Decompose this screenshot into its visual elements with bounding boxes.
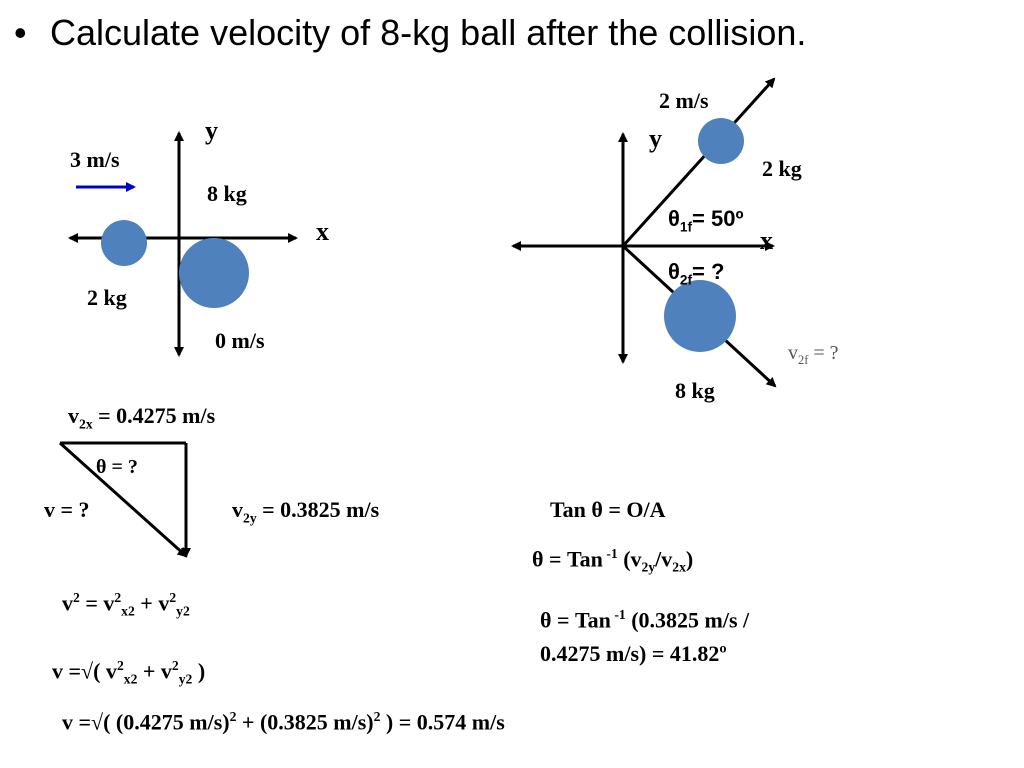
theta2f-label: θ2f= ? bbox=[668, 259, 725, 288]
pythagoras-equation: v2 = v2x2 + v2y2 bbox=[62, 590, 190, 619]
after-y-label: y bbox=[649, 124, 662, 153]
result-equation: v =√( (0.4275 m/s)2 + (0.3825 m/s)2 ) = … bbox=[62, 709, 505, 735]
v2x-label: v2x = 0.4275 m/s bbox=[68, 403, 216, 432]
title-text: Calculate velocity of 8-kg ball after th… bbox=[50, 12, 807, 53]
triangle-hypotenuse bbox=[58, 441, 188, 558]
after-ball-2kg bbox=[698, 118, 744, 164]
sqrt-equation: v =√( v2x2 + v2y2 ) bbox=[52, 658, 206, 687]
before-8kg-label: 8 kg bbox=[207, 181, 247, 206]
initial-velocity-label: 3 m/s bbox=[70, 147, 120, 172]
bullet-point: • bbox=[14, 12, 27, 53]
theta1f-label: θ1f= 50º bbox=[668, 206, 744, 235]
tan-equation: Tan θ = O/A bbox=[550, 497, 666, 522]
before-8kg-velocity-label: 0 m/s bbox=[215, 328, 265, 353]
before-x-label: x bbox=[316, 217, 329, 246]
after-v1f-label: 2 m/s bbox=[659, 88, 709, 113]
inverse-tan-equation: θ = Tan -1 (v2y/v2x) bbox=[532, 546, 694, 575]
triangle-v-label: v = ? bbox=[44, 497, 90, 522]
before-y-label: y bbox=[205, 116, 218, 145]
after-2kg-label: 2 kg bbox=[762, 156, 802, 181]
before-ball-8kg bbox=[179, 238, 249, 308]
v2f-label: v2f = ? bbox=[788, 342, 839, 367]
angle-result-line1: θ = Tan -1 (0.3825 m/s / bbox=[540, 607, 750, 633]
after-8kg-label: 8 kg bbox=[675, 378, 715, 403]
before-2kg-label: 2 kg bbox=[87, 285, 127, 310]
v1f-arrow bbox=[621, 77, 776, 248]
after-x-label: x bbox=[760, 226, 773, 255]
after-ball-8kg bbox=[664, 280, 736, 352]
before-ball-2kg bbox=[101, 220, 147, 266]
triangle-theta-label: θ = ? bbox=[96, 456, 138, 478]
angle-result-line2: 0.4275 m/s) = 41.82º bbox=[540, 641, 727, 666]
slide-title: • Calculate velocity of 8-kg ball after t… bbox=[14, 12, 806, 54]
v2y-label: v2y = 0.3825 m/s bbox=[232, 497, 380, 526]
